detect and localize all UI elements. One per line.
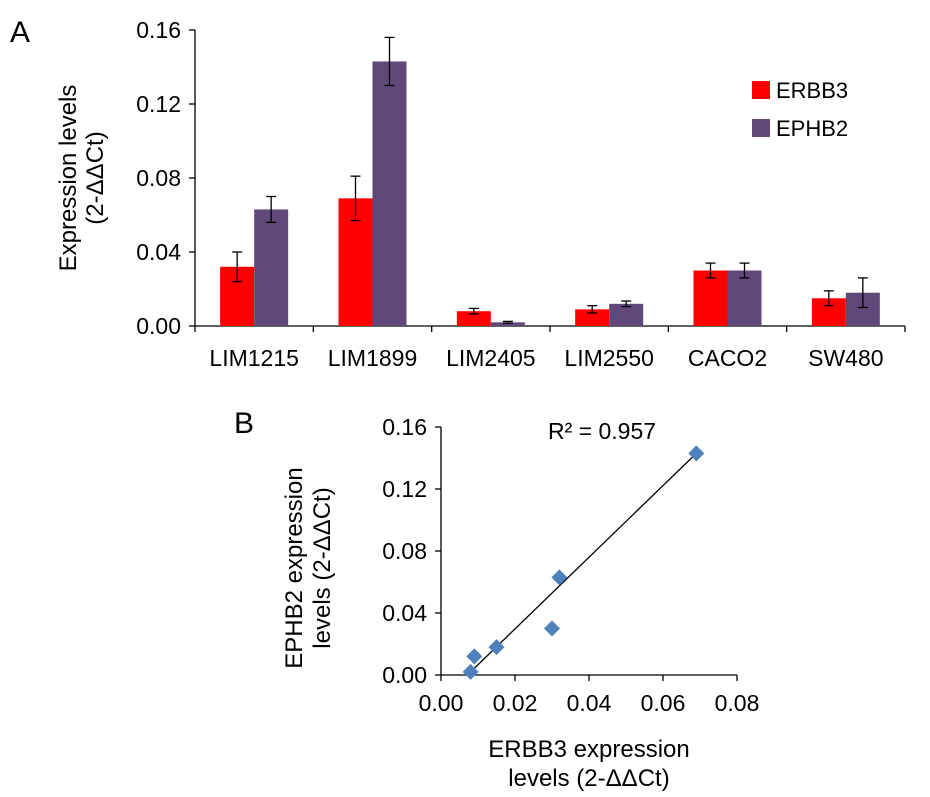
panel-b-label: B	[234, 407, 254, 440]
bar-erbb3	[575, 309, 610, 326]
bar-ephb2	[490, 322, 525, 326]
scatter-y-tick-label: 0.04	[382, 600, 427, 626]
scatter-x-tick-label: 0.06	[641, 690, 686, 716]
scatter-x-tick-label: 0.02	[493, 690, 538, 716]
scatter-point	[688, 445, 705, 462]
legend-label-erbb3: ERBB3	[776, 78, 848, 103]
bar-chart-category-label: LIM2405	[446, 345, 536, 371]
bar-chart-y-tick-label: 0.08	[136, 165, 181, 191]
scatter-trendline	[470, 452, 697, 673]
scatter-x-tick-label: 0.08	[715, 690, 760, 716]
legend-label-ephb2: EPHB2	[776, 116, 848, 141]
bar-chart-category-label: SW480	[808, 345, 883, 371]
bar-chart-y-tick-label: 0.12	[136, 91, 181, 117]
bar-ephb2	[372, 61, 407, 326]
bar-chart-y-tick-label: 0.16	[136, 17, 181, 43]
scatter-point	[462, 663, 479, 680]
bar-ephb2	[727, 270, 762, 326]
scatter-r-squared-annotation: R² = 0.957	[548, 418, 656, 444]
bar-ephb2	[254, 209, 289, 326]
bar-chart-ylabel-line-1: Expression levels	[55, 85, 82, 272]
scatter-ylabel-line-2: levels (2-ΔΔCt)	[309, 487, 336, 648]
bar-chart-y-tick-label: 0.04	[136, 239, 181, 265]
bar-ephb2	[609, 303, 644, 326]
scatter-x-tick-label: 0.00	[419, 690, 464, 716]
bar-erbb3	[456, 311, 491, 326]
scatter-y-tick-label: 0.16	[382, 414, 427, 440]
scatter-xlabel-line-2: levels (2-ΔΔCt)	[508, 765, 669, 792]
bar-chart-expression-levels: Expression levels (2-ΔΔCt) 0.00 0.04 0.08 0…	[55, 17, 906, 371]
scatter-y-tick-label: 0.08	[382, 538, 427, 564]
bar-erbb3	[693, 270, 728, 326]
bar-chart-ylabel-line-2: (2-ΔΔCt)	[82, 131, 109, 224]
scatter-x-tick-label: 0.04	[567, 690, 612, 716]
scatter-point	[488, 639, 505, 656]
scatter-xlabel-line-1: ERBB3 expression	[488, 736, 689, 763]
bar-chart-category-label: LIM1899	[328, 345, 418, 371]
bar-chart-category-label: CACO2	[688, 345, 767, 371]
panel-a-label: A	[10, 16, 30, 49]
scatter-point	[544, 620, 560, 637]
scatter-ylabel-line-1: EPHB2 expression	[281, 467, 308, 668]
scatter-y-tick-label: 0.12	[382, 476, 427, 502]
scatter-point	[551, 569, 568, 586]
bar-chart-category-label: LIM1215	[209, 345, 299, 371]
bar-chart-category-label: LIM2550	[564, 345, 654, 371]
legend-swatch-ephb2	[752, 119, 770, 137]
legend-swatch-erbb3	[752, 81, 770, 99]
bar-chart-y-tick-label: 0.00	[136, 313, 181, 339]
scatter-point	[466, 648, 483, 665]
scatter-chart-correlation: EPHB2 expression levels (2-ΔΔCt) ERBB3 e…	[281, 414, 759, 792]
scatter-y-tick-label: 0.00	[382, 662, 427, 688]
